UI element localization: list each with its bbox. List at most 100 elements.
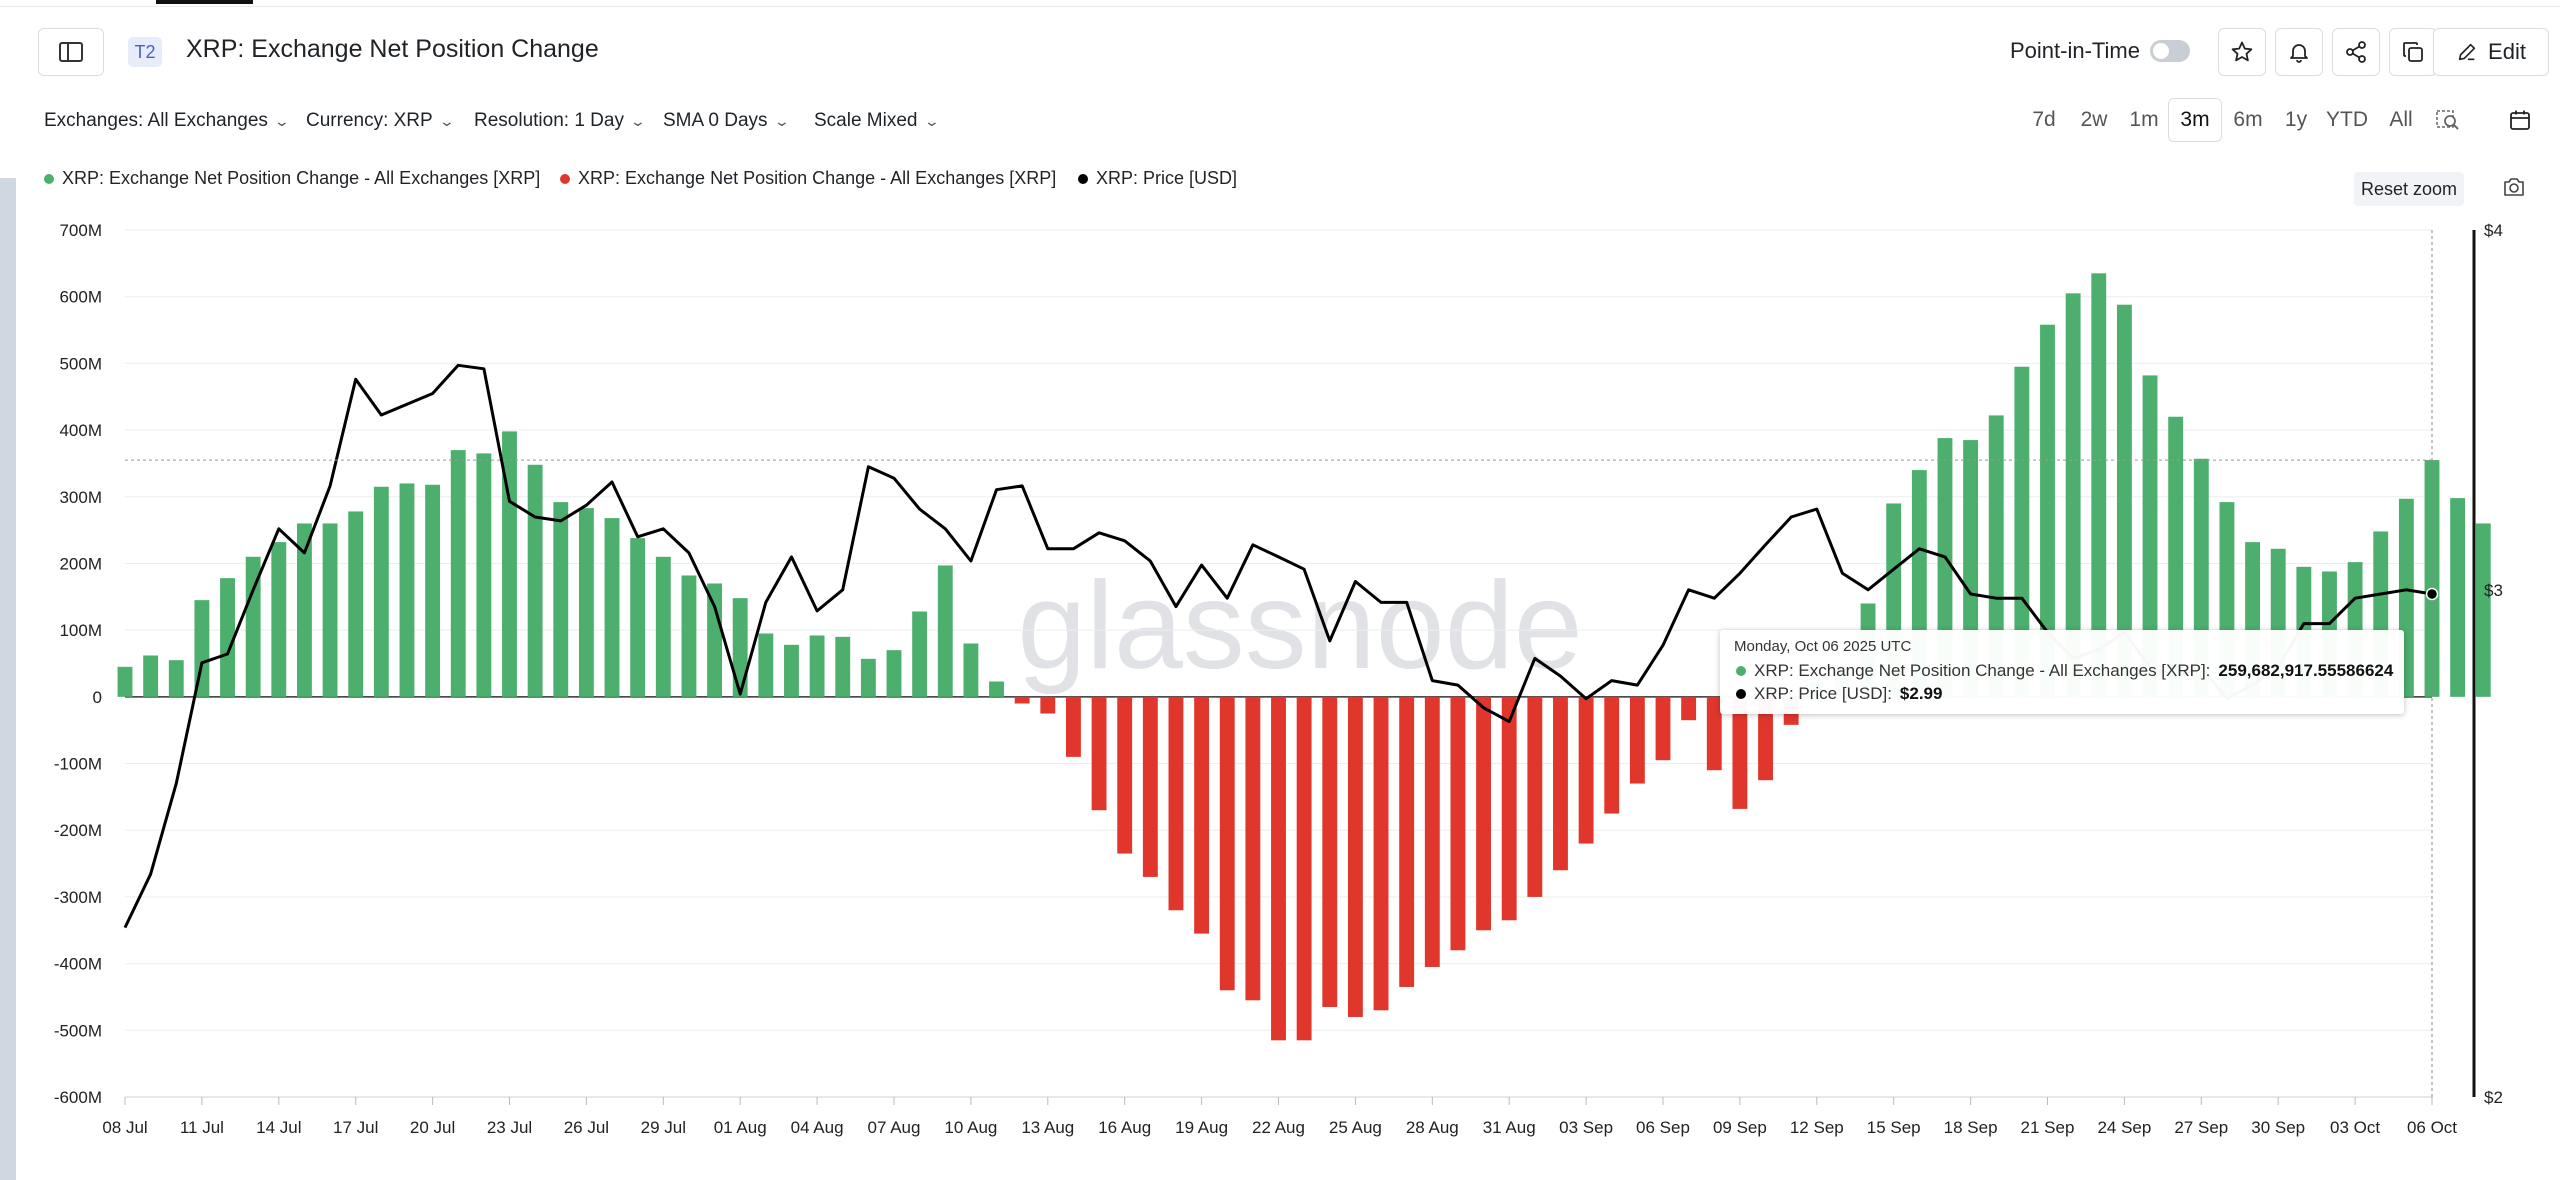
legend-item-outflow[interactable]: XRP: Exchange Net Position Change - All … (560, 168, 1056, 189)
x-tick-label: 26 Jul (564, 1118, 609, 1137)
legend-label: XRP: Price [USD] (1096, 168, 1238, 188)
bar-positive (835, 636, 851, 697)
exchanges-filter-label: Exchanges: All Exchanges (44, 110, 268, 131)
bar-positive (425, 484, 441, 697)
chevron-down-icon: ⌄ (438, 112, 455, 129)
bar-positive (578, 508, 594, 697)
duplicate-button[interactable] (2389, 28, 2437, 76)
x-tick-label: 27 Sep (2174, 1118, 2228, 1137)
share-icon (2346, 41, 2366, 63)
y2-tick-label: $2 (2484, 1088, 2503, 1107)
bar-positive (707, 583, 723, 697)
range-ytd[interactable]: YTD (2326, 108, 2368, 131)
currency-filter[interactable]: Currency: XRP ⌄ (306, 110, 455, 132)
bar-negative (1142, 696, 1158, 877)
x-tick-label: 20 Jul (410, 1118, 455, 1137)
x-tick-label: 13 Aug (1021, 1118, 1074, 1137)
bar-positive (271, 542, 287, 697)
bar-positive (2424, 460, 2440, 697)
bar-positive (937, 565, 953, 697)
bar-positive (758, 633, 774, 697)
calendar-icon (2510, 110, 2530, 130)
x-tick-label: 06 Sep (1636, 1118, 1690, 1137)
x-tick-label: 09 Sep (1713, 1118, 1767, 1137)
bell-icon (2290, 44, 2308, 63)
legend-dot-red (560, 173, 570, 184)
x-tick-label: 10 Aug (944, 1118, 997, 1137)
x-tick-label: 11 Jul (180, 1118, 224, 1137)
bar-negative (1399, 696, 1415, 987)
range-1y[interactable]: 1y (2284, 108, 2308, 131)
sma-filter[interactable]: SMA 0 Days ⌄ (663, 110, 790, 132)
x-tick-label: 08 Jul (102, 1118, 147, 1137)
bar-positive (502, 431, 517, 697)
chevron-down-icon: ⌄ (629, 112, 647, 129)
tooltip-series1-value: 259,682,917.55586624 (2218, 661, 2394, 680)
left-axis: 700M 600M 500M 400M 300M 200M 100M 0 -100M -200M -… (54, 221, 102, 1107)
bar-positive (886, 650, 902, 697)
bar-positive (117, 666, 133, 697)
y-tick-label: 200M (59, 554, 102, 573)
currency-filter-label: Currency: XRP (306, 110, 433, 131)
exchanges-filter[interactable]: Exchanges: All Exchanges ⌄ (44, 110, 291, 132)
sidebar-toggle-button[interactable] (38, 28, 104, 76)
bar-negative (1629, 696, 1645, 784)
range-3m[interactable]: 3m (2168, 98, 2222, 142)
bar-positive (168, 660, 184, 697)
x-tick-label: 12 Sep (1790, 1118, 1844, 1137)
range-1m[interactable]: 1m (2129, 108, 2159, 131)
resolution-filter-label: Resolution: 1 Day (474, 110, 624, 131)
x-tick-label: 22 Aug (1252, 1118, 1305, 1137)
alert-button[interactable] (2275, 28, 2323, 76)
tier-badge: T2 (128, 37, 162, 67)
y-tick-label: 300M (59, 488, 102, 507)
bar-positive (809, 635, 825, 697)
tooltip-row-netflow: XRP: Exchange Net Position Change - All … (1736, 661, 2393, 681)
screenshot-button[interactable] (2502, 176, 2526, 203)
pencil-icon (2458, 43, 2476, 61)
zoom-select-button[interactable] (2426, 98, 2470, 142)
range-6m[interactable]: 6m (2233, 108, 2263, 131)
point-in-time-toggle[interactable] (2150, 40, 2190, 62)
favorite-button[interactable] (2218, 28, 2266, 76)
edit-button[interactable]: Edit (2433, 28, 2549, 76)
y-tick-label: 700M (59, 221, 102, 240)
x-tick-label: 14 Jul (256, 1118, 301, 1137)
resolution-filter[interactable]: Resolution: 1 Day ⌄ (474, 110, 647, 132)
date-picker-button[interactable] (2498, 98, 2542, 142)
legend-item-inflow[interactable]: XRP: Exchange Net Position Change - All … (44, 168, 540, 189)
bar-negative (1322, 696, 1338, 1007)
x-tick-label: 07 Aug (868, 1118, 921, 1137)
left-scroll-rail[interactable] (0, 178, 16, 1180)
legend-item-price[interactable]: XRP: Price [USD] (1078, 168, 1237, 189)
tooltip-series1-label: XRP: Exchange Net Position Change - All … (1754, 661, 2211, 680)
bar-positive (450, 450, 466, 697)
bar-positive (322, 523, 338, 697)
chevron-down-icon: ⌄ (273, 112, 291, 129)
range-all[interactable]: All (2389, 108, 2413, 131)
range-2w[interactable]: 2w (2080, 108, 2108, 131)
bar-negative (1194, 696, 1210, 934)
y-tick-label: -100M (54, 755, 102, 774)
range-7d[interactable]: 7d (2032, 108, 2056, 131)
bar-negative (1296, 696, 1312, 1041)
scale-filter-label: Scale Mixed (814, 110, 918, 131)
reset-zoom-button[interactable]: Reset zoom (2354, 172, 2464, 206)
share-button[interactable] (2332, 28, 2380, 76)
bar-negative (1501, 696, 1517, 921)
bar-negative (1655, 696, 1671, 761)
x-tick-label: 01 Aug (714, 1118, 767, 1137)
star-icon (2231, 41, 2253, 62)
bar-positive (655, 556, 671, 697)
bar-negative (1040, 696, 1056, 714)
scale-filter[interactable]: Scale Mixed ⌄ (814, 110, 940, 132)
bar-negative (1424, 696, 1440, 967)
edit-label: Edit (2488, 39, 2526, 64)
x-axis: 08 Jul 11 Jul 14 Jul 17 Jul 20 Jul 23 Jul 26 J… (102, 1096, 2457, 1137)
zoom-select-icon (2436, 110, 2459, 130)
bar-positive (245, 556, 261, 697)
copy-icon (2403, 42, 2423, 62)
bar-negative (1271, 696, 1286, 1041)
tooltip-date: Monday, Oct 06 2025 UTC (1734, 638, 1912, 655)
x-tick-label: 03 Sep (1559, 1118, 1613, 1137)
